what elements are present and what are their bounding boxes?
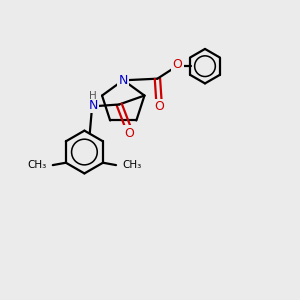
Text: CH₃: CH₃ [28, 160, 47, 170]
Text: O: O [172, 58, 182, 71]
Text: O: O [154, 100, 164, 113]
Text: CH₃: CH₃ [122, 160, 141, 170]
Text: O: O [125, 127, 134, 140]
Text: N: N [118, 74, 128, 87]
Text: N: N [88, 99, 98, 112]
Text: H: H [89, 91, 97, 100]
